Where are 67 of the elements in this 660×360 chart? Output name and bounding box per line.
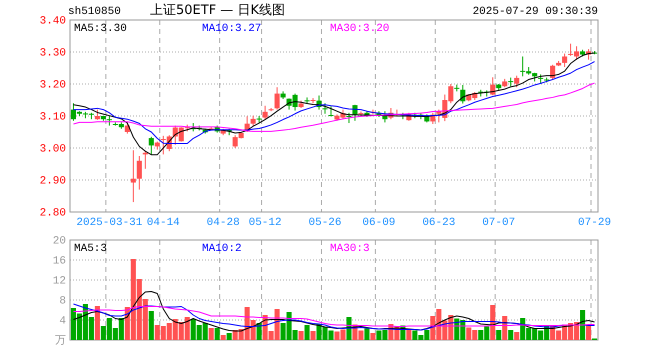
candlestick	[250, 115, 256, 126]
line-series	[72, 291, 596, 332]
bar	[496, 330, 502, 340]
candlestick	[562, 53, 568, 68]
candlestick	[94, 109, 100, 120]
bar	[220, 335, 226, 340]
bar	[514, 332, 520, 340]
x-tick-label: 05-12	[248, 217, 282, 229]
y-tick-label: 2.80	[40, 208, 66, 220]
candlestick	[490, 76, 496, 96]
text: MA10:2	[202, 243, 242, 255]
y-tick-label: 3.00	[40, 144, 66, 156]
x-tick-label: 04-28	[206, 217, 240, 229]
bar	[148, 311, 154, 340]
bar	[310, 331, 316, 340]
y-tick-label: 3.40	[40, 16, 66, 28]
text: MA30:3.20	[330, 23, 390, 35]
bar	[580, 310, 586, 340]
line-series	[72, 52, 596, 156]
bar	[298, 331, 304, 340]
candlestick	[328, 106, 334, 117]
chart-title: 上证50ETF — 日K线图	[150, 3, 285, 18]
x-tick-label: 05-26	[308, 217, 342, 229]
candlestick	[322, 102, 328, 114]
y-tick-label: 3.20	[40, 80, 66, 92]
bar	[370, 333, 376, 340]
candlestick	[346, 112, 352, 124]
y-tick-label: 4	[59, 316, 66, 328]
y-tick-label: 3.30	[40, 48, 66, 60]
y-tick-label: 12	[52, 276, 66, 288]
bar	[508, 330, 514, 340]
x-tick-label: 07-29	[578, 217, 612, 229]
candlestick	[142, 150, 148, 170]
candlestick	[274, 86, 280, 110]
text: 2025-07-29 09:30:39	[472, 6, 598, 18]
line-series	[72, 82, 596, 132]
bar	[304, 325, 310, 340]
x-tick-label: 2025-03-31	[76, 217, 143, 229]
bar	[94, 306, 100, 340]
bar	[208, 328, 214, 340]
bar	[364, 328, 370, 340]
x-tick-label: 06-23	[422, 217, 456, 229]
candlestick	[106, 116, 112, 126]
candlestick	[148, 136, 154, 155]
bar	[214, 328, 220, 340]
y-tick-label: 2.90	[40, 176, 66, 188]
text: sh510850	[68, 6, 121, 18]
x-tick-label: 04-14	[146, 217, 180, 229]
x-tick-label: 06-09	[362, 217, 396, 229]
candlestick	[514, 75, 520, 88]
bar	[490, 305, 496, 340]
y-tick-label: 万	[55, 334, 66, 348]
y-tick-label: 16	[52, 256, 66, 268]
bar	[226, 333, 232, 340]
candlestick	[130, 150, 136, 203]
text: MA5:3	[74, 243, 108, 255]
text: MA10:3.27	[202, 23, 262, 35]
text: MA5:3.30	[74, 23, 127, 35]
text: MA30:3	[330, 243, 370, 255]
candlestick	[460, 84, 466, 104]
bar	[406, 330, 412, 340]
y-tick-label: 20	[52, 236, 66, 248]
x-tick-label: 07-07	[482, 217, 516, 229]
y-tick-label: 3.10	[40, 112, 66, 124]
candlestick	[262, 105, 268, 120]
candlestick	[136, 156, 142, 190]
y-tick-label: 8	[59, 296, 66, 308]
